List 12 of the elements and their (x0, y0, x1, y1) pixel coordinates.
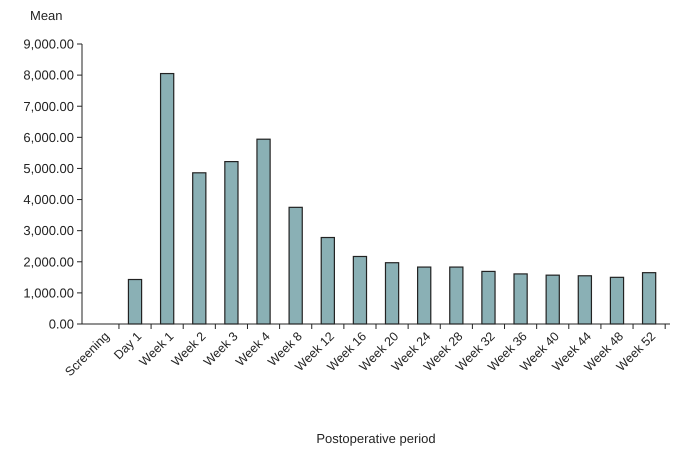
y-tick-label: 0.00 (48, 316, 74, 332)
y-tick-label: 4,000.00 (23, 192, 74, 208)
y-axis-title: Mean (30, 8, 63, 23)
y-tick-label: 6,000.00 (23, 130, 74, 145)
y-tick-label: 7,000.00 (23, 98, 74, 114)
y-tick-label: 2,000.00 (23, 254, 74, 270)
y-tick-label: 9,000.00 (23, 36, 74, 52)
y-tick-label: 5,000.00 (23, 160, 74, 176)
y-tick-label: 8,000.00 (23, 68, 74, 83)
y-tick-label: 3,000.00 (23, 223, 74, 238)
x-axis-title: Postoperative period (316, 431, 436, 446)
y-tick-label: 1,000.00 (23, 285, 74, 300)
